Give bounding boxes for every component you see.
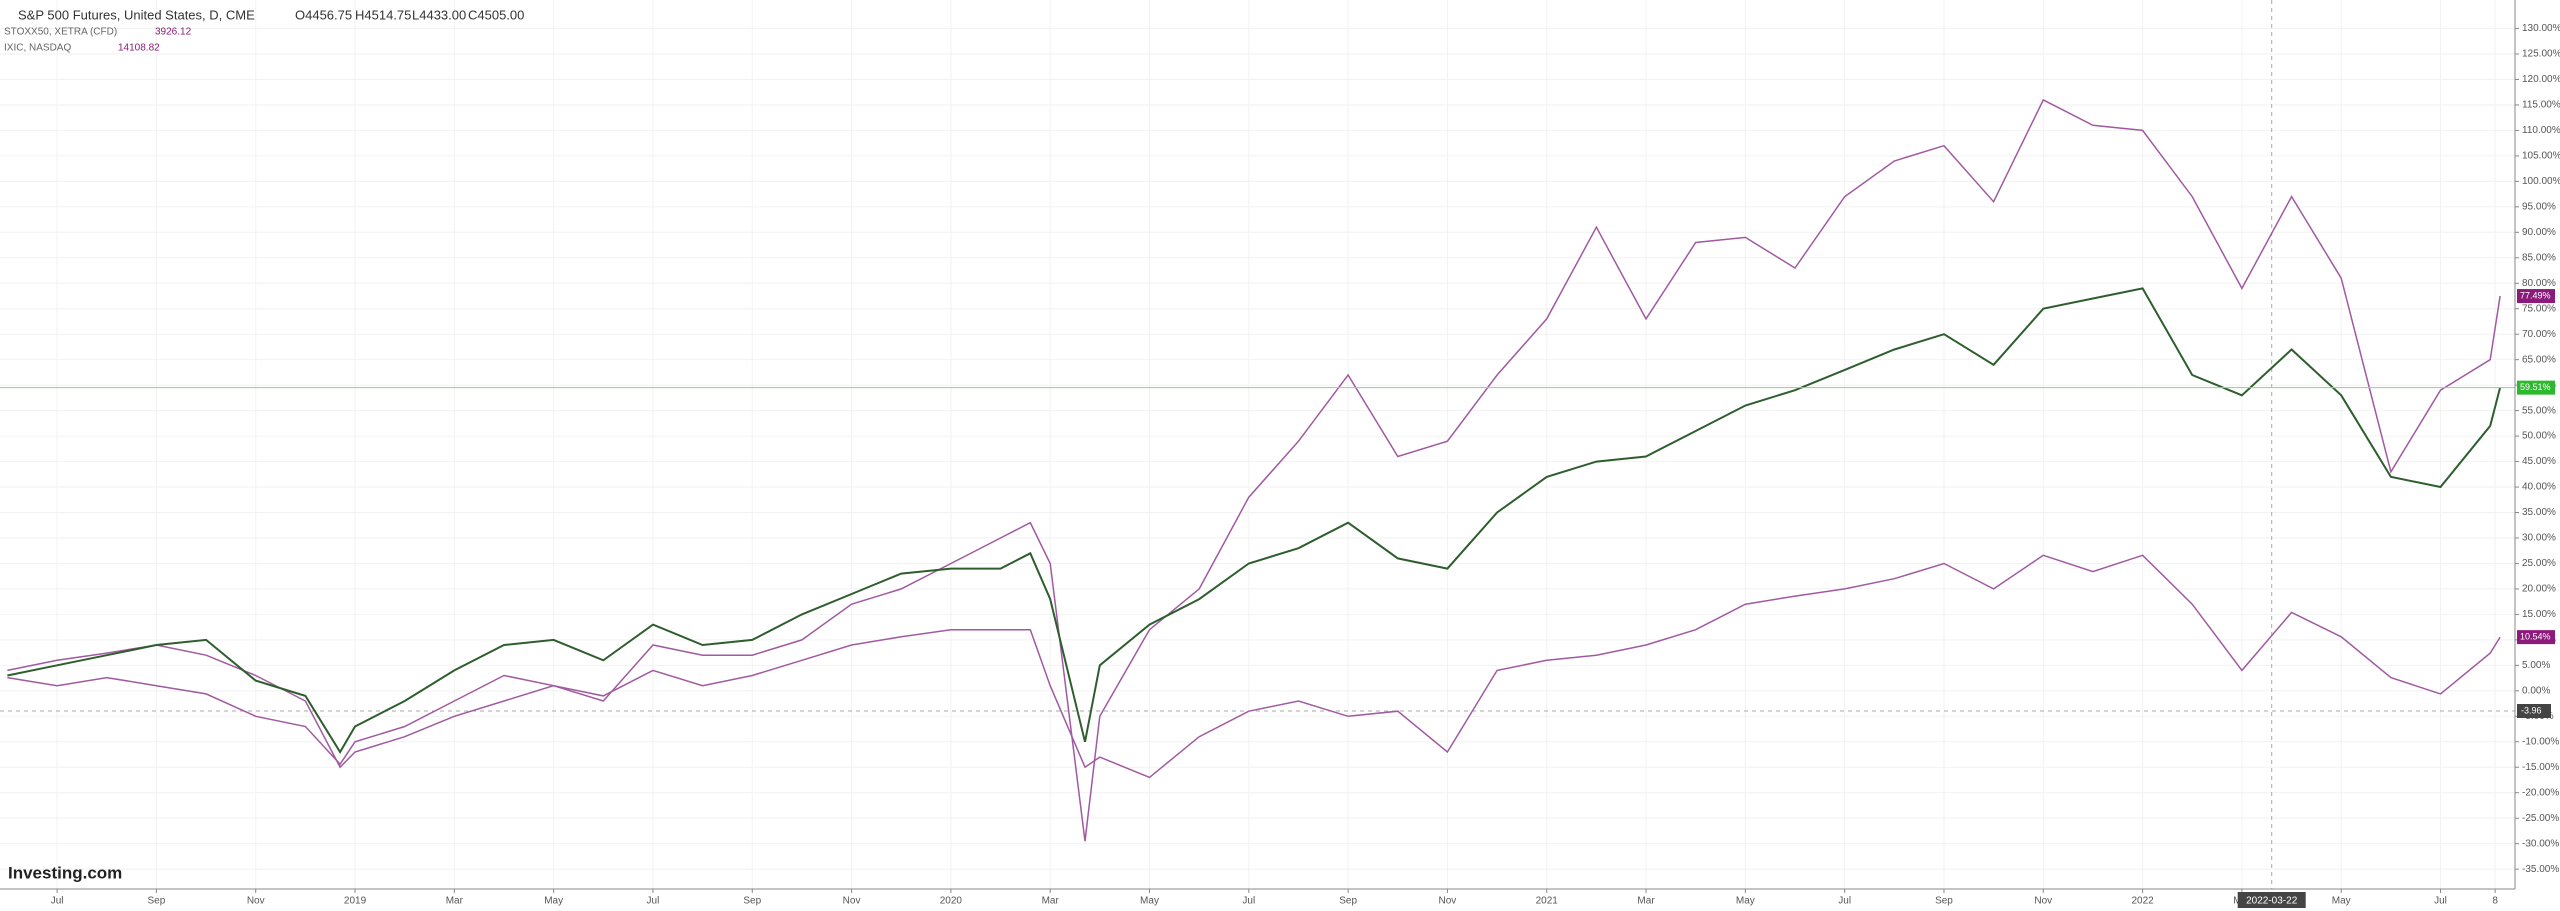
x-tick-label: May	[1736, 896, 1755, 907]
x-tick-label: Sep	[1339, 896, 1357, 907]
y-tick-label: 20.00%	[2522, 584, 2556, 595]
y-tick-label: 130.00%	[2522, 23, 2560, 34]
x-tick-label: May	[2332, 896, 2351, 907]
x-tick-label: 2019	[344, 896, 367, 907]
x-tick-label: Jul	[1242, 896, 1255, 907]
crosshair-y-label: -3.96	[2521, 705, 2542, 715]
x-tick-label: Jul	[647, 896, 660, 907]
value-label-box	[2517, 630, 2555, 645]
y-tick-label: -35.00%	[2522, 864, 2559, 875]
y-tick-label: -30.00%	[2522, 838, 2559, 849]
y-tick-label: 50.00%	[2522, 431, 2556, 442]
y-tick-label: -10.00%	[2522, 736, 2559, 747]
x-tick-label: May	[544, 896, 563, 907]
x-tick-label: May	[1140, 896, 1159, 907]
value-label: 10.54%	[2520, 632, 2551, 642]
y-tick-label: 100.00%	[2522, 176, 2560, 187]
crosshair-x-box	[2237, 892, 2306, 908]
x-tick-label: 8	[2492, 896, 2498, 907]
legend-price: 3926.12	[155, 27, 192, 38]
ohlc-close: C4505.00	[468, 7, 524, 22]
x-tick-label: Sep	[743, 896, 761, 907]
y-tick-label: 35.00%	[2522, 507, 2556, 518]
x-tick-label: Sep	[1935, 896, 1953, 907]
series-line	[7, 287, 2502, 754]
x-tick-label: Nov	[843, 896, 861, 907]
x-tick-label: Mar	[446, 896, 464, 907]
y-tick-label: 45.00%	[2522, 456, 2556, 467]
x-tick-label: 2021	[1536, 896, 1559, 907]
y-tick-label: 95.00%	[2522, 201, 2556, 212]
ohlc-low: L4433.00	[412, 7, 466, 22]
legend-entry: IXIC, NASDAQ	[4, 43, 71, 54]
y-tick-label: -25.00%	[2522, 813, 2559, 824]
y-tick-label: 0.00%	[2522, 685, 2550, 696]
y-tick-label: 40.00%	[2522, 482, 2556, 493]
x-tick-label: Nov	[1439, 896, 1457, 907]
y-tick-label: -15.00%	[2522, 762, 2559, 773]
series-line	[7, 554, 2501, 779]
legend-symbol: S&P 500 Futures, United States, D, CME	[18, 7, 255, 22]
y-tick-label: 105.00%	[2522, 151, 2560, 162]
plot-area	[0, 0, 2515, 889]
series-line	[7, 98, 2501, 842]
y-tick-label: 70.00%	[2522, 329, 2556, 340]
legend-price: 14108.82	[118, 43, 160, 54]
legend: S&P 500 Futures, United States, D, CME O…	[4, 7, 524, 53]
y-tick-label: 65.00%	[2522, 354, 2556, 365]
ohlc-open: O4456.75	[295, 7, 352, 22]
x-tick-label: 2020	[940, 896, 963, 907]
y-tick-label: 80.00%	[2522, 278, 2556, 289]
x-tick-label: Jul	[51, 896, 64, 907]
x-tick-label: Nov	[247, 896, 265, 907]
crosshair-y-box	[2517, 703, 2551, 718]
x-tick-label: Jul	[2434, 896, 2447, 907]
legend-entry: STOXX50, XETRA (CFD)	[4, 27, 117, 38]
y-tick-label: 5.00%	[2522, 660, 2550, 671]
y-tick-label: 55.00%	[2522, 405, 2556, 416]
value-label: 77.49%	[2520, 290, 2551, 300]
x-tick-label: Mar	[1042, 896, 1060, 907]
y-tick-label: 75.00%	[2522, 303, 2556, 314]
y-tick-label: 30.00%	[2522, 533, 2556, 544]
value-label-box	[2517, 380, 2555, 395]
value-label: 59.51%	[2520, 382, 2551, 392]
y-tick-label: 25.00%	[2522, 558, 2556, 569]
y-tick-label: 120.00%	[2522, 74, 2560, 85]
x-tick-label: Sep	[148, 896, 166, 907]
x-tick-label: 2022	[2131, 896, 2154, 907]
crosshair-x-label: 2022-03-22	[2246, 896, 2298, 907]
y-tick-label: 15.00%	[2522, 609, 2556, 620]
value-label-box	[2517, 289, 2555, 304]
x-tick-label: Mar	[1637, 896, 1655, 907]
x-tick-label: Nov	[2034, 896, 2052, 907]
y-tick-label: 85.00%	[2522, 252, 2556, 263]
x-tick-label: Jul	[1838, 896, 1851, 907]
y-tick-label: 90.00%	[2522, 227, 2556, 238]
y-tick-label: 110.00%	[2522, 125, 2560, 136]
ohlc-high: H4514.75	[355, 7, 411, 22]
y-tick-label: 115.00%	[2522, 100, 2560, 111]
y-tick-label: -20.00%	[2522, 787, 2559, 798]
logo: Investing.com	[8, 863, 122, 882]
y-tick-label: 125.00%	[2522, 49, 2560, 60]
